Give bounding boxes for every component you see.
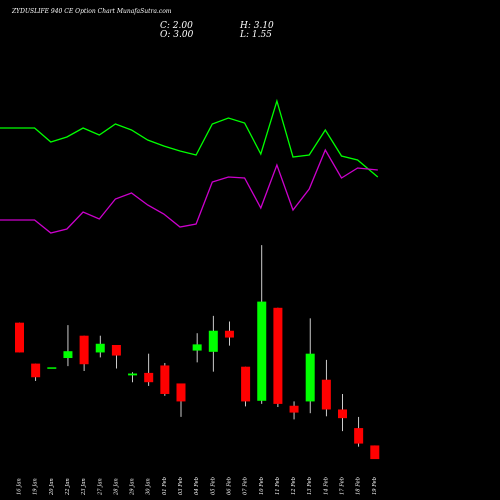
candle-body [208,330,218,352]
x-tick-label: 01 Feb [162,477,168,495]
x-tick-label: 11 Feb [275,477,281,495]
candle-body [160,365,170,394]
candle-body [305,353,315,402]
candle-body [321,379,331,410]
candle-body [95,343,105,353]
x-tick-label: 29 Jan [130,478,136,496]
candle-body [144,372,154,383]
x-tick-label: 28 Jan [113,478,119,496]
candle-body [192,344,202,351]
x-tick-label: 17 Feb [340,477,346,495]
x-tick-label: 13 Feb [307,477,313,495]
x-tick-label: 18 Feb [356,477,362,495]
x-tick-label: 05 Feb [210,477,216,495]
candle-body [47,367,57,369]
x-tick-label: 30 Jan [146,478,152,495]
x-axis-labels: 16 Jan 19 Jan 20 Jan 22 Jan 23 Jan 27 Jan 28 J… [17,477,378,496]
candle-body [338,409,347,419]
candle-body [354,428,364,444]
candles-layer [15,245,380,460]
low-value: L: 1.55 [240,30,272,40]
candle-body [63,351,73,359]
moving-average-line-2 [0,148,378,234]
x-tick-label: 23 Jan [81,478,87,496]
candle-body [370,445,380,460]
x-tick-label: 27 Jan [97,478,103,496]
candle-body [128,373,138,376]
candle-body [176,383,186,402]
candle-body [273,307,283,404]
x-tick-label: 06 Feb [226,477,232,495]
candle-body [15,322,24,353]
candle-body [111,345,121,356]
x-tick-label: 22 Jan [65,478,71,496]
x-tick-label: 14 Feb [323,477,329,495]
high-value: H: 3.10 [240,21,274,31]
candle-body [257,301,267,401]
candle-body [289,405,299,413]
candle-body [79,335,89,365]
x-tick-label: 12 Feb [291,477,297,495]
candle-body [224,330,234,338]
x-tick-label: 07 Feb [243,477,249,495]
open-value: O: 3.00 [160,30,194,40]
x-tick-label: 10 Feb [259,477,265,495]
x-tick-label: 19 Feb [372,477,378,495]
moving-average-line-1 [0,98,379,178]
candle-body [31,363,41,378]
x-tick-label: 20 Jan [49,478,55,496]
chart-title: ZYDUSLIFE 940 CE Option Chart MunafaSutr… [12,8,172,15]
x-tick-label: 04 Feb [194,477,200,495]
moving-average-layer [0,98,379,234]
x-tick-label: 03 Feb [178,477,184,495]
candle-body [241,366,251,402]
x-tick-label: 16 Jan [17,478,23,495]
close-value: C: 2.00 [160,21,193,31]
x-tick-label: 19 Jan [33,478,39,495]
